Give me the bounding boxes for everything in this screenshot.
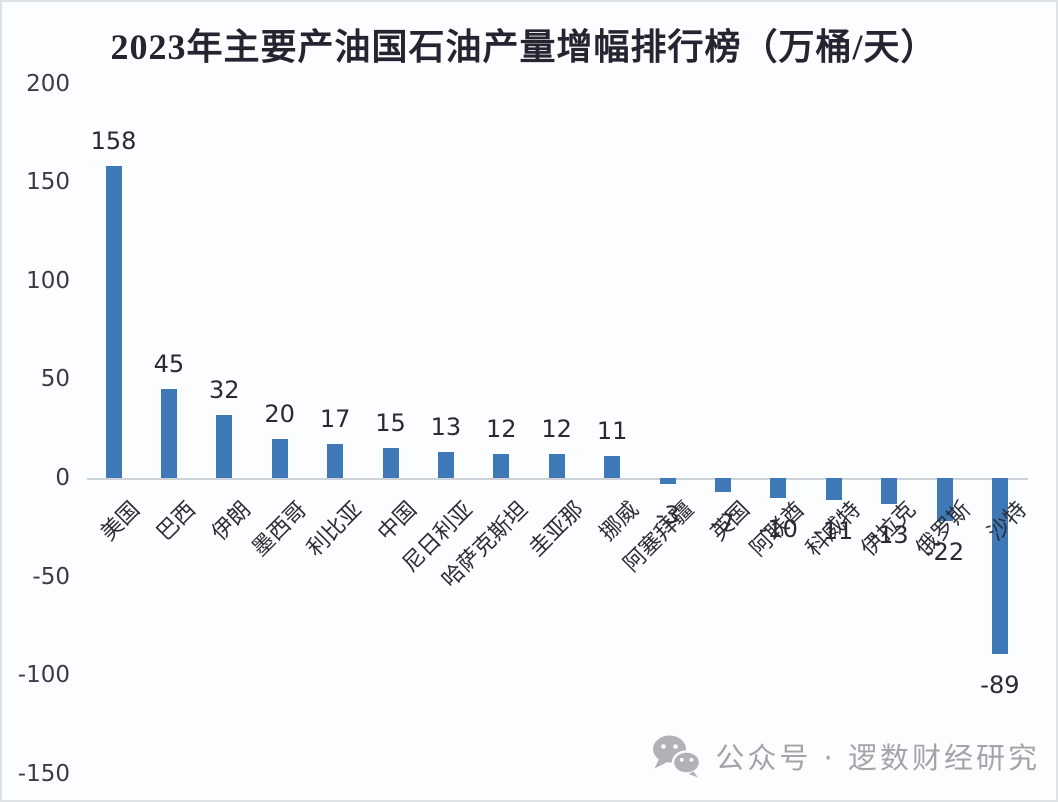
bar bbox=[437, 452, 454, 478]
y-axis-tick-label: -50 bbox=[32, 563, 70, 590]
bar bbox=[714, 478, 731, 492]
bar-value-label: -89 bbox=[980, 670, 1020, 699]
bar-value-label: 11 bbox=[596, 417, 628, 446]
category-label: 美国 bbox=[95, 496, 145, 546]
bar bbox=[327, 444, 344, 478]
category-label: 圭亚那 bbox=[523, 496, 588, 561]
bar-value-label: 32 bbox=[209, 375, 240, 404]
y-axis-tick-label: 100 bbox=[26, 267, 70, 294]
category-label: 利比亚 bbox=[301, 496, 367, 561]
bar-value-label: 15 bbox=[375, 409, 406, 438]
bar bbox=[991, 478, 1008, 654]
bar-value-label: -7 bbox=[710, 508, 735, 537]
bar bbox=[825, 478, 842, 500]
bar-value-label: -3 bbox=[655, 500, 680, 529]
y-axis-tick-label: 200 bbox=[26, 70, 70, 97]
bar bbox=[881, 478, 898, 504]
bar-value-label: 17 bbox=[319, 405, 351, 434]
bar bbox=[105, 166, 122, 478]
bar bbox=[271, 438, 288, 478]
y-axis-tick-label: -100 bbox=[17, 662, 70, 689]
bar bbox=[548, 454, 565, 478]
bar bbox=[382, 448, 399, 478]
bar-value-label: 158 bbox=[90, 127, 137, 156]
bar bbox=[493, 454, 510, 478]
watermark-text: 公众号 · 逻数财经研究 bbox=[715, 741, 1040, 775]
bar-value-label: -13 bbox=[869, 520, 909, 549]
bar bbox=[160, 389, 177, 478]
bar bbox=[770, 478, 787, 498]
y-axis-tick-label: 0 bbox=[55, 465, 70, 491]
y-axis-tick-label: 150 bbox=[26, 169, 70, 196]
watermark: 公众号 · 逻数财经研究 bbox=[651, 730, 1040, 782]
bar-value-label: 12 bbox=[541, 415, 572, 444]
bar-value-label: 13 bbox=[430, 413, 462, 442]
y-axis-tick-label: -150 bbox=[17, 760, 70, 787]
category-label: 墨西哥 bbox=[246, 496, 311, 561]
bar bbox=[659, 478, 676, 484]
x-axis-line bbox=[87, 478, 1028, 480]
y-axis-tick-label: 50 bbox=[40, 366, 70, 393]
chart-title: 2023年主要产油国石油产量增幅排行榜（万桶/天） bbox=[110, 27, 938, 67]
bar bbox=[604, 456, 621, 478]
bar-value-label: -11 bbox=[814, 516, 854, 545]
bar-value-label: -10 bbox=[758, 514, 798, 543]
bar-value-label: 45 bbox=[153, 350, 185, 379]
category-label: 巴西 bbox=[151, 496, 201, 546]
bar bbox=[216, 414, 233, 478]
bar-value-label: -22 bbox=[924, 538, 965, 567]
bar-value-label: 20 bbox=[264, 399, 295, 428]
wechat-icon bbox=[653, 735, 702, 778]
bar-value-label: 12 bbox=[486, 415, 517, 444]
bar bbox=[936, 478, 953, 522]
